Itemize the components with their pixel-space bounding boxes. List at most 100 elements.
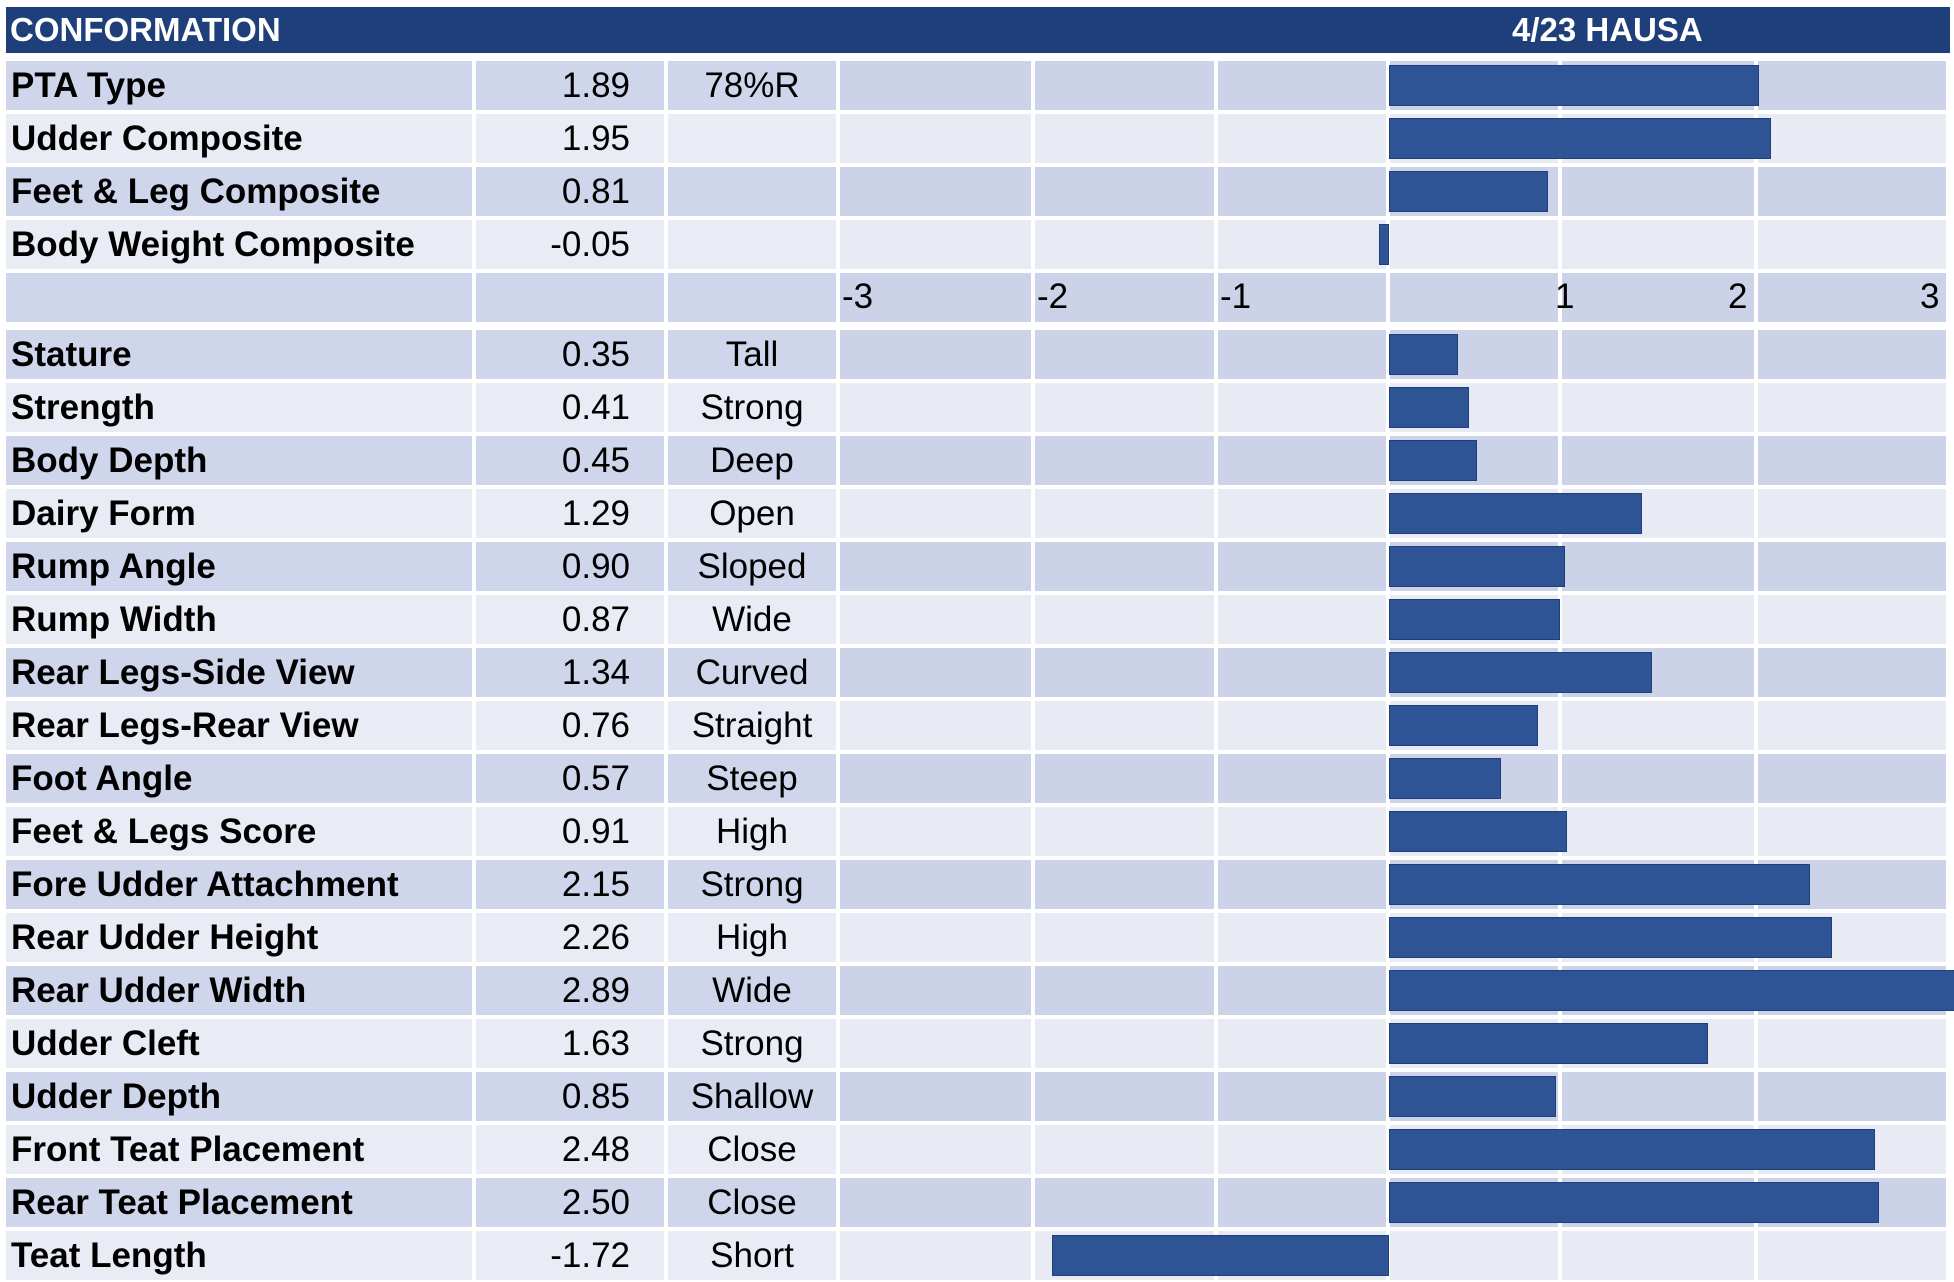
trait-value: 0.81 bbox=[476, 167, 664, 216]
plot-cell bbox=[1758, 489, 1946, 538]
plot-cell bbox=[1218, 966, 1386, 1015]
plot-cell bbox=[1562, 1231, 1754, 1280]
plot-cell bbox=[1035, 648, 1214, 697]
plot-cell bbox=[1035, 1019, 1214, 1068]
trait-value: 1.95 bbox=[476, 114, 664, 163]
trait-label: Body Depth bbox=[6, 436, 472, 485]
plot-cell bbox=[840, 167, 1031, 216]
axis-row-cell bbox=[1218, 273, 1386, 322]
plot-cell bbox=[1758, 595, 1946, 644]
bar-dairy-form bbox=[1389, 493, 1642, 534]
plot-cell bbox=[1390, 1231, 1558, 1280]
plot-cell bbox=[1758, 383, 1946, 432]
bar-rump-angle bbox=[1389, 546, 1566, 587]
plot-cell bbox=[840, 1072, 1031, 1121]
plot-cell bbox=[1758, 167, 1946, 216]
plot-cell bbox=[1035, 330, 1214, 379]
trait-value: 0.57 bbox=[476, 754, 664, 803]
plot-cell bbox=[1035, 701, 1214, 750]
plot-cell bbox=[1035, 167, 1214, 216]
plot-cell bbox=[840, 913, 1031, 962]
trait-label: Stature bbox=[6, 330, 472, 379]
header-subtitle: 4/23 HAUSA bbox=[1512, 11, 1703, 48]
plot-cell bbox=[1218, 220, 1386, 269]
trait-value: 2.48 bbox=[476, 1125, 664, 1174]
bar-rear-legs-rear-view bbox=[1389, 705, 1538, 746]
plot-cell bbox=[840, 330, 1031, 379]
plot-cell bbox=[840, 220, 1031, 269]
plot-cell bbox=[1218, 1125, 1386, 1174]
plot-cell bbox=[1562, 436, 1754, 485]
axis-row-cell bbox=[476, 273, 664, 322]
trait-value: -1.72 bbox=[476, 1231, 664, 1280]
x-tick-label: -3 bbox=[842, 277, 874, 316]
trait-value: 0.45 bbox=[476, 436, 664, 485]
bar-fore-udder-attachment bbox=[1389, 864, 1811, 905]
plot-cell bbox=[1562, 167, 1754, 216]
plot-cell bbox=[1218, 61, 1386, 110]
plot-cell bbox=[840, 860, 1031, 909]
trait-value: 0.90 bbox=[476, 542, 664, 591]
trait-descriptor bbox=[668, 114, 836, 163]
trait-value: 1.63 bbox=[476, 1019, 664, 1068]
plot-cell bbox=[840, 1231, 1031, 1280]
chart-header: CONFORMATION 4/23 HAUSA bbox=[6, 7, 1950, 53]
plot-cell bbox=[840, 701, 1031, 750]
plot-cell bbox=[840, 966, 1031, 1015]
trait-label: Front Teat Placement bbox=[6, 1125, 472, 1174]
plot-cell bbox=[1035, 807, 1214, 856]
trait-descriptor bbox=[668, 220, 836, 269]
plot-cell bbox=[1758, 1072, 1946, 1121]
trait-value: 0.76 bbox=[476, 701, 664, 750]
trait-value: 1.34 bbox=[476, 648, 664, 697]
trait-descriptor: High bbox=[668, 913, 836, 962]
trait-value: 2.15 bbox=[476, 860, 664, 909]
plot-cell bbox=[1035, 1125, 1214, 1174]
plot-cell bbox=[840, 1178, 1031, 1227]
plot-cell bbox=[1035, 966, 1214, 1015]
plot-cell bbox=[1035, 114, 1214, 163]
plot-cell bbox=[1562, 220, 1754, 269]
plot-cell bbox=[840, 114, 1031, 163]
plot-cell bbox=[1758, 330, 1946, 379]
trait-descriptor: Wide bbox=[668, 966, 836, 1015]
x-tick-label: -1 bbox=[1220, 277, 1252, 316]
plot-cell bbox=[1035, 754, 1214, 803]
bar-udder-cleft bbox=[1389, 1023, 1709, 1064]
plot-cell bbox=[1218, 595, 1386, 644]
plot-cell bbox=[1035, 220, 1214, 269]
trait-value: 1.89 bbox=[476, 61, 664, 110]
plot-cell bbox=[840, 489, 1031, 538]
plot-cell bbox=[840, 436, 1031, 485]
plot-cell bbox=[1562, 754, 1754, 803]
plot-cell bbox=[1758, 1019, 1946, 1068]
plot-cell bbox=[1562, 1072, 1754, 1121]
plot-cell bbox=[1218, 913, 1386, 962]
trait-value: 0.87 bbox=[476, 595, 664, 644]
plot-cell bbox=[840, 648, 1031, 697]
trait-label: Rump Angle bbox=[6, 542, 472, 591]
plot-cell bbox=[840, 383, 1031, 432]
bar-udder-depth bbox=[1389, 1076, 1556, 1117]
axis-row-cell bbox=[6, 273, 472, 322]
trait-value: 0.91 bbox=[476, 807, 664, 856]
bar-rear-legs-side-view bbox=[1389, 652, 1652, 693]
plot-cell bbox=[1218, 807, 1386, 856]
x-tick-label: 2 bbox=[1728, 277, 1748, 316]
trait-label: Udder Depth bbox=[6, 1072, 472, 1121]
x-tick-label: 1 bbox=[1555, 277, 1575, 316]
plot-cell bbox=[1390, 220, 1558, 269]
plot-cell bbox=[1758, 754, 1946, 803]
plot-cell bbox=[1218, 330, 1386, 379]
plot-cell bbox=[1218, 436, 1386, 485]
bar-rump-width bbox=[1389, 599, 1560, 640]
plot-cell bbox=[1218, 701, 1386, 750]
trait-label: Rump Width bbox=[6, 595, 472, 644]
bar-feet-legs-score bbox=[1389, 811, 1568, 852]
trait-descriptor: Strong bbox=[668, 383, 836, 432]
trait-descriptor: 78%R bbox=[668, 61, 836, 110]
trait-value: -0.05 bbox=[476, 220, 664, 269]
plot-cell bbox=[1218, 1019, 1386, 1068]
plot-cell bbox=[1758, 807, 1946, 856]
